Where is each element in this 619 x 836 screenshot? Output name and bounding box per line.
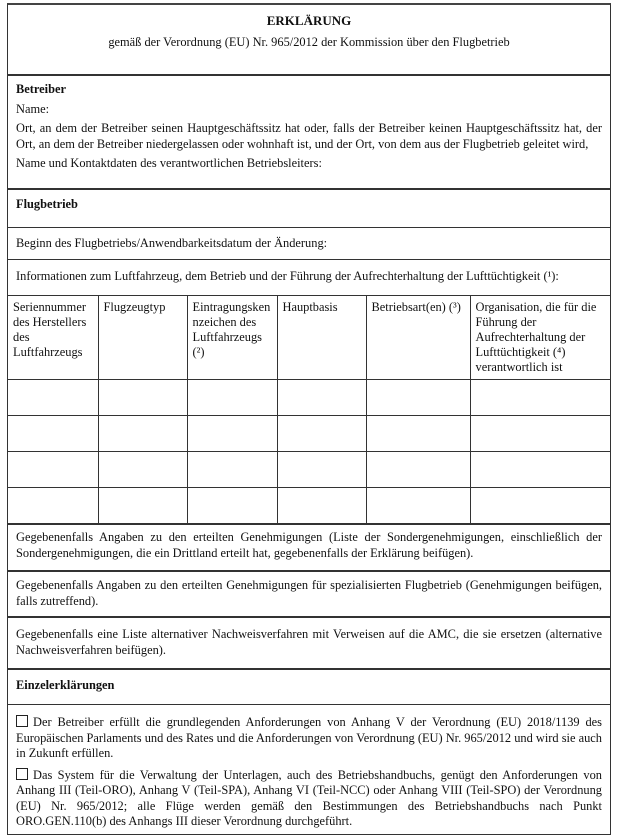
betreiber-leiter-field[interactable]: Name und Kontaktdaten des verantwortlich… [16, 156, 322, 170]
table-cell[interactable] [365, 415, 471, 452]
column-header: Betriebsart(en) (³) [365, 296, 471, 380]
section-betreiber: Betreiber Name: Ort, an dem der Betreibe… [8, 76, 610, 190]
table-cell[interactable] [186, 415, 278, 452]
table-cell[interactable] [8, 415, 99, 452]
table-cell[interactable] [186, 451, 278, 488]
einzelerklaerungen-heading: Einzelerklärungen [16, 678, 115, 692]
declaration-item: Der Betreiber erfüllt die grundlegenden … [16, 715, 602, 762]
declaration-text: Das System für die Verwaltung der Unterl… [16, 767, 602, 829]
betreiber-name-field[interactable]: Name: [16, 101, 50, 116]
declaration-form: ERKLÄRUNG gemäß der Verordnung (EU) Nr. … [7, 3, 611, 835]
declaration-item: Das System für die Verwaltung der Unterl… [16, 767, 602, 830]
informationen-row: Informationen zum Luftfahrzeug, dem Betr… [8, 260, 610, 296]
declaration-text: Der Betreiber erfüllt die grundlegenden … [16, 715, 602, 760]
table-cell[interactable] [365, 379, 471, 416]
form-subtitle: gemäß der Verordnung (EU) Nr. 965/2012 d… [108, 34, 510, 49]
table-cell[interactable] [276, 379, 367, 416]
table-cell[interactable] [97, 487, 188, 524]
column-header: Flugzeugtyp [97, 296, 188, 380]
table-cell[interactable] [97, 415, 188, 452]
table-cell[interactable] [469, 415, 610, 452]
checkbox[interactable] [16, 715, 28, 727]
table-cell[interactable] [8, 379, 99, 416]
nachweisverfahren-label: Gegebenenfalls eine Liste alternativer N… [16, 627, 602, 657]
table-header-row: Seriennummer des Herstellers des Luftfah… [8, 296, 610, 380]
column-header: Seriennummer des Herstellers des Luftfah… [8, 296, 99, 380]
table-cell[interactable] [365, 451, 471, 488]
table-cell[interactable] [276, 451, 367, 488]
table-cell[interactable] [186, 487, 278, 524]
section-einzelerklaerungen-heading: Einzelerklärungen [8, 670, 610, 705]
spezialisiert-label: Gegebenenfalls Angaben zu den erteilten … [16, 578, 602, 608]
beginn-label: Beginn des Flugbetriebs/Anwendbarkeitsda… [16, 236, 328, 250]
form-header: ERKLÄRUNG gemäß der Verordnung (EU) Nr. … [8, 5, 610, 76]
table-row [8, 415, 610, 452]
table-cell[interactable] [186, 379, 278, 416]
flugbetrieb-heading: Flugbetrieb [16, 197, 78, 211]
betreiber-ort-field[interactable]: Ort, an dem der Betreiber seinen Hauptge… [16, 121, 602, 151]
table-row [8, 451, 610, 488]
beginn-field[interactable]: Beginn des Flugbetriebs/Anwendbarkeitsda… [8, 228, 610, 260]
table-cell[interactable] [8, 451, 99, 488]
table-cell[interactable] [8, 487, 99, 524]
genehmigungen-field[interactable]: Gegebenenfalls Angaben zu den erteilten … [8, 525, 610, 572]
table-cell[interactable] [469, 451, 610, 488]
table-cell[interactable] [97, 451, 188, 488]
table-cell[interactable] [469, 487, 610, 524]
table-row [8, 487, 610, 524]
aircraft-table: Seriennummer des Herstellers des Luftfah… [8, 296, 610, 524]
betreiber-heading: Betreiber [16, 82, 66, 96]
table-cell[interactable] [365, 487, 471, 524]
genehmigungen-label: Gegebenenfalls Angaben zu den erteilten … [16, 530, 602, 560]
table-row [8, 379, 610, 416]
informationen-label: Informationen zum Luftfahrzeug, dem Betr… [16, 269, 559, 283]
table-cell[interactable] [469, 379, 610, 416]
table-cell[interactable] [276, 487, 367, 524]
table-cell[interactable] [97, 379, 188, 416]
column-header: Hauptbasis [276, 296, 367, 380]
column-header: Eintragungskennzeichen des Luftfahrzeugs… [186, 296, 278, 380]
spezialisiert-field[interactable]: Gegebenenfalls Angaben zu den erteilten … [8, 572, 610, 618]
column-header: Organisation, die für die Führung der Au… [469, 296, 610, 380]
section-einzelerklaerungen: Der Betreiber erfüllt die grundlegenden … [8, 705, 610, 834]
nachweisverfahren-field[interactable]: Gegebenenfalls eine Liste alternativer N… [8, 618, 610, 670]
section-flugbetrieb-heading: Flugbetrieb [8, 190, 610, 228]
aircraft-table-wrapper: Seriennummer des Herstellers des Luftfah… [8, 296, 610, 525]
form-title: ERKLÄRUNG [266, 13, 352, 28]
table-cell[interactable] [276, 415, 367, 452]
checkbox[interactable] [16, 767, 28, 780]
